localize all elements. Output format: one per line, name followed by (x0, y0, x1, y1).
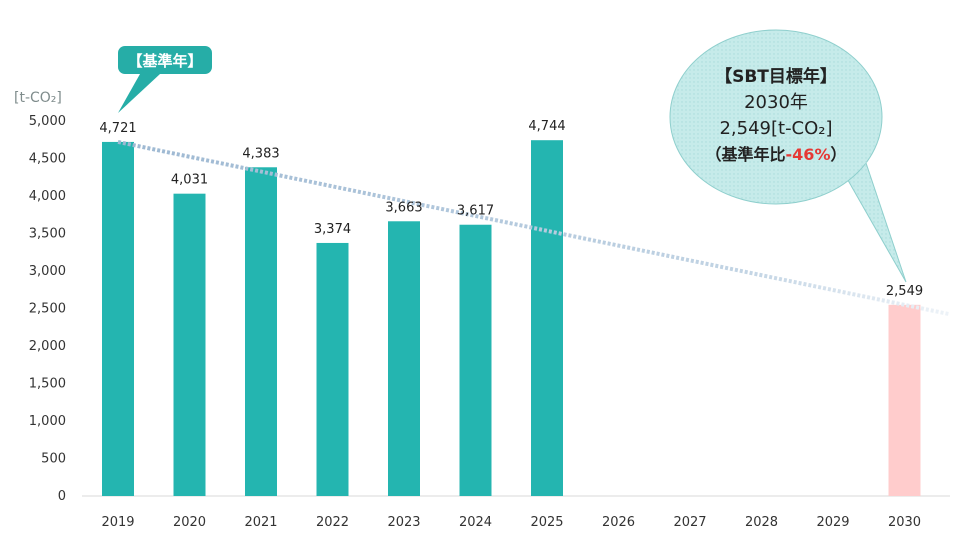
x-tick-label: 2027 (673, 515, 706, 530)
x-tick-label: 2025 (530, 515, 563, 530)
y-tick-label: 4,500 (29, 152, 66, 167)
data-bar (316, 242, 349, 496)
target-reduction-value: -46% (785, 145, 831, 164)
target-reduction-suffix: ） (830, 145, 847, 164)
x-tick-label: 2023 (387, 515, 420, 530)
target-year-callout: 【SBT目標年】 2030年 2,549[t-CO₂] （基準年比-46%） (688, 64, 864, 168)
data-bar (459, 224, 492, 496)
target-callout-joint (845, 159, 867, 178)
data-bar (531, 140, 563, 496)
base-callout-tail (118, 74, 160, 113)
x-tick-label: 2021 (244, 515, 277, 530)
data-bar (173, 193, 206, 497)
data-label: 3,374 (314, 222, 351, 237)
y-tick-label: 4,000 (29, 189, 66, 204)
data-bar (102, 141, 134, 497)
data-label: 4,383 (242, 146, 279, 161)
y-tick-label: 0 (58, 489, 66, 504)
target-bar (888, 304, 921, 496)
target-year: 2030年 (744, 92, 808, 113)
y-tick-label: 2,500 (29, 302, 66, 317)
target-callout-tail (844, 159, 907, 283)
data-label: 4,031 (171, 173, 208, 188)
data-label: 3,617 (457, 204, 494, 219)
data-bar (388, 221, 420, 496)
y-tick-label: 1,000 (29, 414, 66, 429)
x-tick-label: 2028 (745, 515, 778, 530)
y-tick-label: 5,000 (29, 114, 66, 129)
target-callout-oval (669, 29, 883, 205)
data-label: 4,744 (528, 119, 565, 134)
target-value: 2,549[t-CO₂] (719, 118, 833, 139)
y-tick-label: 3,000 (29, 264, 66, 279)
base-year-callout: 【基準年】 (127, 51, 203, 70)
data-label: 2,549 (886, 284, 923, 299)
x-tick-label: 2020 (173, 515, 206, 530)
target-title: 【SBT目標年】 (715, 67, 837, 87)
base-callout-box (118, 46, 212, 74)
target-reduction: （基準年比-46%） (688, 142, 864, 168)
target-reduction-prefix: （基準年比 (705, 145, 786, 164)
x-tick-label: 2019 (101, 515, 134, 530)
y-tick-label: 1,500 (29, 377, 66, 392)
y-axis-unit-label: [t-CO₂] (14, 90, 62, 106)
data-bar (245, 167, 277, 496)
y-tick-label: 3,500 (29, 227, 66, 242)
x-tick-label: 2029 (816, 515, 849, 530)
trend-line (117, 139, 951, 317)
x-tick-label: 2030 (888, 515, 921, 530)
x-tick-label: 2022 (316, 515, 349, 530)
data-label: 4,721 (99, 121, 136, 136)
y-tick-label: 500 (41, 452, 66, 467)
y-tick-label: 2,000 (29, 339, 66, 354)
x-tick-label: 2024 (459, 515, 492, 530)
data-label: 3,663 (385, 200, 422, 215)
x-tick-label: 2026 (602, 515, 635, 530)
